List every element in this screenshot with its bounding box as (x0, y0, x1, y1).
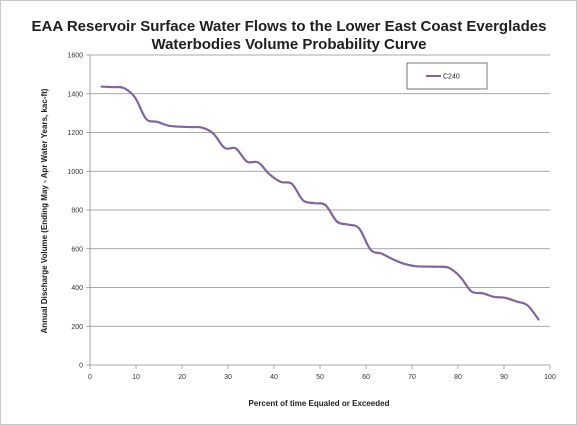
y-axis-label: Annual Discharge Volume (Ending May - Ap… (40, 88, 49, 333)
data-point (538, 319, 540, 321)
x-tick-label: 100 (544, 374, 556, 381)
x-tick-label: 30 (224, 374, 232, 381)
x-tick-label: 40 (270, 374, 278, 381)
data-point (437, 266, 439, 268)
data-point (381, 252, 383, 255)
y-tick-label: 1200 (67, 130, 83, 137)
data-point (504, 297, 506, 299)
y-axis-ticks: 0 200 400 600 800 1000 1200 1400 1600 (67, 53, 90, 370)
y-tick-label: 1400 (67, 91, 83, 98)
y-tick-label: 800 (71, 208, 83, 215)
data-point (100, 85, 102, 88)
x-tick-label: 50 (316, 374, 324, 381)
data-point (235, 147, 237, 149)
x-axis-label: Percent of time Equaled or Exceeded (249, 399, 390, 408)
data-point (257, 161, 259, 164)
chart-title-line-1: EAA Reservoir Surface Water Flows to the… (32, 18, 547, 35)
x-tick-label: 90 (500, 374, 508, 381)
data-point (145, 118, 147, 120)
data-point (280, 181, 282, 183)
data-point (302, 199, 304, 201)
y-tick-label: 1600 (67, 53, 83, 60)
data-point (134, 97, 136, 99)
data-point (122, 87, 125, 89)
data-point (336, 221, 338, 223)
data-point (459, 276, 461, 278)
x-tick-label: 10 (132, 374, 140, 381)
data-point (268, 173, 270, 175)
series-line-c240 (100, 85, 540, 321)
data-point (414, 265, 416, 267)
data-point (291, 183, 293, 185)
y-tick-label: 0 (79, 363, 83, 370)
data-point (358, 227, 360, 230)
data-point (313, 202, 316, 204)
gridlines (90, 54, 550, 327)
data-point (403, 263, 405, 265)
y-tick-label: 400 (71, 285, 83, 292)
data-point (426, 265, 428, 268)
legend-label-c240: C240 (443, 74, 460, 81)
x-tick-label: 80 (454, 374, 462, 381)
x-axis-ticks: 0 10 20 30 40 50 60 70 80 90 100 (88, 365, 556, 381)
data-point (370, 249, 372, 251)
legend-box (406, 62, 488, 90)
x-tick-label: 0 (88, 374, 92, 381)
series-layer (100, 85, 540, 321)
data-point (190, 126, 192, 128)
data-point (111, 86, 114, 88)
data-point (515, 300, 518, 303)
data-point (347, 223, 349, 226)
data-point (156, 121, 158, 123)
y-tick-label: 1000 (67, 169, 83, 176)
data-point (224, 147, 226, 149)
x-tick-label: 20 (178, 374, 186, 381)
x-tick-label: 70 (408, 374, 416, 381)
data-point (470, 290, 472, 292)
data-point (392, 258, 394, 261)
data-point (201, 127, 203, 129)
data-point (212, 132, 214, 135)
data-point (482, 292, 484, 294)
data-point (493, 296, 495, 298)
chart-title-line-2: Waterbodies Volume Probability Curve (151, 36, 426, 53)
data-point (448, 267, 450, 269)
data-point (168, 125, 170, 127)
data-point (324, 204, 327, 206)
data-point (526, 304, 529, 306)
data-point (179, 126, 181, 128)
data-point (246, 160, 248, 163)
y-tick-label: 600 (71, 246, 83, 253)
x-tick-label: 60 (362, 374, 370, 381)
legend: C240 (406, 62, 488, 90)
y-tick-label: 200 (71, 324, 83, 331)
